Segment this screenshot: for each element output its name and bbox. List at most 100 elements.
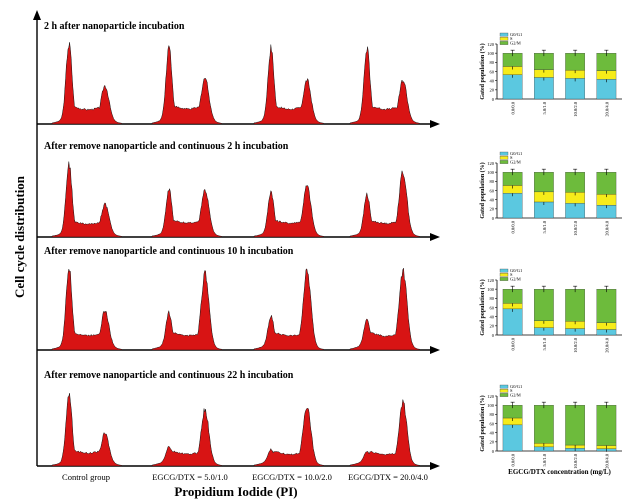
legend-label: S bbox=[510, 155, 513, 160]
row-title: After remove nanoparticle and continuous… bbox=[44, 141, 289, 152]
y-tick-label: 100 bbox=[487, 403, 495, 408]
chart-y-label: Gated population (%) bbox=[479, 43, 486, 99]
histogram-peak bbox=[349, 267, 421, 351]
y-axis-arrow bbox=[33, 10, 41, 20]
category-label: 0.0/0.0 bbox=[511, 337, 516, 350]
category-label: 20.0/4.0 bbox=[604, 453, 609, 469]
row-title: After remove nanoparticle and continuous… bbox=[44, 246, 294, 257]
y-tick-label: 120 bbox=[487, 161, 495, 166]
category-label: 20.0/4.0 bbox=[604, 101, 609, 117]
histogram-peak bbox=[51, 268, 123, 351]
bar-segment bbox=[502, 74, 523, 100]
legend-swatch bbox=[499, 151, 509, 156]
y-tick-label: 80 bbox=[490, 412, 495, 417]
legend-swatch bbox=[499, 268, 509, 273]
histogram-peak bbox=[349, 170, 421, 238]
category-label: 5.0/1.0 bbox=[542, 101, 547, 114]
category-label: 10.0/2.0 bbox=[573, 453, 578, 469]
row-title: After remove nanoparticle and continuous… bbox=[44, 370, 294, 381]
y-tick-label: 0 bbox=[492, 333, 495, 338]
chart-y-label: Gated population (%) bbox=[479, 395, 486, 451]
y-tick-label: 20 bbox=[490, 207, 495, 212]
x-axis-arrow bbox=[430, 233, 440, 241]
legend-swatch bbox=[499, 156, 509, 160]
legend-label: G0/G1 bbox=[510, 384, 522, 389]
bar-segment bbox=[565, 289, 585, 322]
y-tick-label: 60 bbox=[490, 421, 495, 426]
bar-segment bbox=[534, 289, 554, 321]
histogram-peak bbox=[253, 268, 325, 351]
y-tick-label: 120 bbox=[487, 278, 495, 283]
row-title: 2 h after nanoparticle incubation bbox=[44, 21, 185, 32]
x-axis-arrow bbox=[430, 346, 440, 354]
legend-swatch bbox=[499, 389, 509, 393]
y-tick-label: 120 bbox=[487, 42, 495, 47]
histogram-peak bbox=[151, 270, 223, 351]
bar-segment bbox=[565, 172, 585, 193]
y-tick-label: 40 bbox=[490, 78, 495, 83]
histogram-peak bbox=[51, 161, 123, 238]
histogram-peak bbox=[151, 187, 223, 238]
histogram-peak bbox=[151, 408, 223, 467]
category-label: 5.0/1.0 bbox=[542, 337, 547, 350]
chart-y-label: Gated population (%) bbox=[479, 162, 486, 218]
category-label: 0.0/0.0 bbox=[511, 220, 516, 233]
bar-segment bbox=[565, 405, 585, 446]
y-tick-label: 100 bbox=[487, 287, 495, 292]
x-axis-label: Propidium Iodide (PI) bbox=[174, 484, 297, 499]
y-tick-label: 120 bbox=[487, 394, 495, 399]
bar-segment bbox=[596, 405, 617, 446]
legend-swatch bbox=[499, 32, 509, 37]
legend-swatch bbox=[499, 273, 509, 277]
category-label: 0.0/0.0 bbox=[511, 453, 516, 466]
histogram-peak bbox=[349, 46, 421, 125]
legend-label: G2/M bbox=[510, 40, 521, 45]
histogram-peak bbox=[253, 44, 325, 125]
y-tick-label: 40 bbox=[490, 314, 495, 319]
legend-swatch bbox=[499, 37, 509, 41]
bar-segment bbox=[534, 405, 554, 444]
y-tick-label: 60 bbox=[490, 305, 495, 310]
y-tick-label: 60 bbox=[490, 188, 495, 193]
legend-label: S bbox=[510, 36, 513, 41]
category-label: 20.0/4.0 bbox=[604, 220, 609, 236]
category-label: 5.0/1.0 bbox=[542, 453, 547, 466]
legend-label: S bbox=[510, 272, 513, 277]
histogram-peak bbox=[349, 399, 421, 467]
legend-swatch bbox=[499, 393, 509, 397]
bar-segment bbox=[596, 172, 617, 195]
legend-swatch bbox=[499, 160, 509, 164]
bar-segment bbox=[502, 424, 523, 452]
legend-label: G2/M bbox=[510, 276, 521, 281]
bar-segment bbox=[502, 308, 523, 336]
category-label: 5.0/1.0 bbox=[542, 220, 547, 233]
bar-segment bbox=[534, 77, 554, 100]
y-tick-label: 100 bbox=[487, 51, 495, 56]
histogram-peak bbox=[253, 185, 325, 238]
bar-segment bbox=[502, 193, 523, 219]
y-tick-label: 0 bbox=[492, 97, 495, 102]
category-label: 0.0/0.0 bbox=[511, 101, 516, 114]
y-tick-label: 80 bbox=[490, 60, 495, 65]
legend-label: G2/M bbox=[510, 392, 521, 397]
group-label: Control group bbox=[62, 472, 110, 482]
y-tick-label: 40 bbox=[490, 197, 495, 202]
histogram-peak bbox=[253, 408, 325, 467]
legend-label: G2/M bbox=[510, 159, 521, 164]
legend-label: G0/G1 bbox=[510, 32, 522, 37]
category-label: 20.0/4.0 bbox=[604, 337, 609, 353]
x-axis-arrow bbox=[430, 462, 440, 470]
group-label: EGCG/DTX = 10.0/2.0 bbox=[252, 472, 332, 482]
group-label: EGCG/DTX = 20.0/4.0 bbox=[348, 472, 428, 482]
legend-label: S bbox=[510, 388, 513, 393]
y-tick-label: 20 bbox=[490, 324, 495, 329]
histogram-peak bbox=[51, 393, 123, 467]
legend-swatch bbox=[499, 384, 509, 389]
histogram-peak bbox=[151, 44, 223, 125]
legend-swatch bbox=[499, 277, 509, 281]
